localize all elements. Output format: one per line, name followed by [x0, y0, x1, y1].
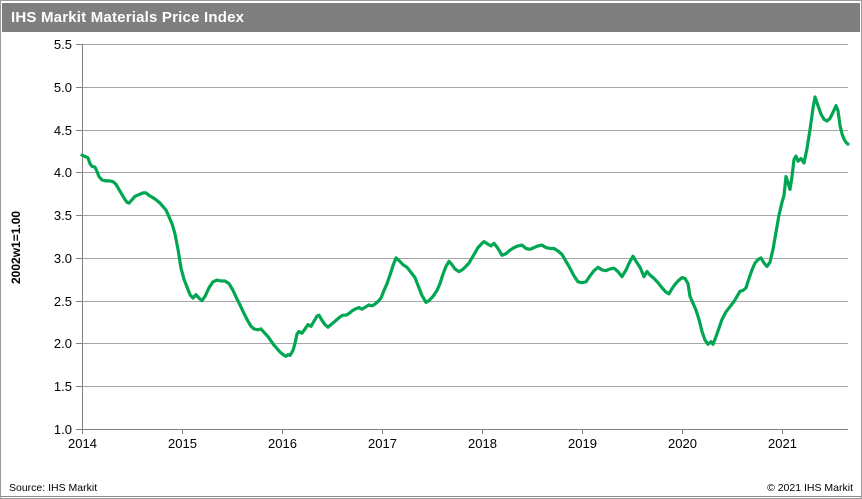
- y-tick-label: 4.5: [54, 123, 72, 138]
- x-tick-label: 2015: [168, 436, 197, 451]
- y-tick-label: 1.5: [54, 379, 72, 394]
- y-tick-label: 3.0: [54, 251, 72, 266]
- x-tick-label: 2021: [768, 436, 797, 451]
- x-tick-label: 2014: [68, 436, 97, 451]
- chart-title-bar: IHS Markit Materials Price Index: [2, 3, 860, 32]
- y-tick-label: 2.0: [54, 336, 72, 351]
- y-tick-label: 5.5: [54, 37, 72, 52]
- price-line: [80, 95, 850, 358]
- y-tick-label: 2.5: [54, 294, 72, 309]
- x-tick-label: 2020: [668, 436, 697, 451]
- chart-plot-container: 1.0 1.5 2.0 2.5 3.0 3.5 4.0 4.5 5.0 5.5 2014 2015 20…: [1, 1, 861, 471]
- chart-title: IHS Markit Materials Price Index: [11, 9, 245, 26]
- x-tick-label: 2018: [468, 436, 497, 451]
- y-tick-label: 5.0: [54, 80, 72, 95]
- copyright-note: © 2021 IHS Markit: [767, 482, 853, 494]
- y-tick-label: 4.0: [54, 165, 72, 180]
- source-note: Source: IHS Markit: [9, 482, 98, 494]
- price-index-chart: 1.0 1.5 2.0 2.5 3.0 3.5 4.0 4.5 5.0 5.5 2014 2015 20…: [54, 37, 850, 451]
- footer-divider: [1, 496, 861, 497]
- x-tick-label: 2019: [568, 436, 597, 451]
- y-tick-label: 3.5: [54, 208, 72, 223]
- y-tick-label: 1.0: [54, 422, 72, 437]
- x-tick-label: 2016: [268, 436, 297, 451]
- y-axis-title: 2002w1=1.00: [9, 210, 23, 284]
- x-tick-label: 2017: [368, 436, 397, 451]
